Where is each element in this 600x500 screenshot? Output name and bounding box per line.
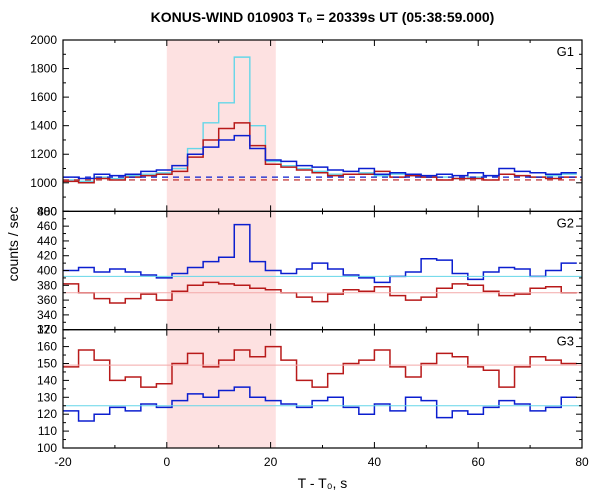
panel-G1: 800100012001400160018002000G1: [30, 33, 582, 218]
y-tick-label: 1800: [30, 62, 57, 76]
panel-G2: 320340360380400420440460480G2: [37, 204, 582, 336]
x-tick-label: 20: [264, 455, 278, 469]
y-tick-label: 360: [37, 293, 57, 307]
y-tick-label: 130: [37, 390, 57, 404]
chart-root: KONUS-WIND 010903 T₀ = 20339s UT (05:38:…: [0, 0, 600, 500]
y-tick-label: 400: [37, 264, 57, 278]
y-tick-label: 1400: [30, 119, 57, 133]
y-tick-label: 150: [37, 356, 57, 370]
y-tick-label: 160: [37, 340, 57, 354]
y-tick-label: 420: [37, 249, 57, 263]
x-tick-label: 60: [472, 455, 486, 469]
panel-name-label: G1: [557, 44, 574, 59]
x-tick-label: 80: [575, 455, 589, 469]
y-tick-label: 460: [37, 219, 57, 233]
y-axis-label: counts / sec: [5, 207, 21, 282]
panel-border: [63, 211, 582, 329]
panel-name-label: G2: [557, 215, 574, 230]
y-tick-label: 1000: [30, 176, 57, 190]
highlight-region: [167, 211, 276, 329]
series-g3-red: [63, 347, 577, 388]
y-tick-label: 440: [37, 234, 57, 248]
x-tick-label: 0: [163, 455, 170, 469]
x-tick-label: 40: [368, 455, 382, 469]
x-axis-label: T - T₀, s: [298, 475, 348, 491]
panel-border: [63, 40, 582, 211]
y-tick-label: 2000: [30, 33, 57, 47]
y-tick-label: 340: [37, 308, 57, 322]
series-g2-blue: [63, 225, 577, 283]
panel-G3: 100 110 120 130 140 150 160 170 -20 0 20 40 60 80 G3: [37, 323, 589, 469]
y-tick-label: 170: [37, 323, 57, 337]
y-tick-label: 100: [37, 441, 57, 455]
y-tick-label: 380: [37, 278, 57, 292]
chart-title: KONUS-WIND 010903 T₀ = 20339s UT (05:38:…: [151, 9, 495, 25]
y-tick-label: 120: [37, 407, 57, 421]
y-tick-label: 110: [38, 424, 57, 438]
y-tick-label: 1600: [30, 90, 57, 104]
y-tick-label: 1200: [30, 147, 57, 161]
series-g1-cyan: [63, 57, 577, 181]
panel-name-label: G3: [557, 334, 574, 349]
x-tick-label: -20: [54, 455, 72, 469]
y-tick-label: 140: [37, 373, 57, 387]
panel-border: [63, 330, 582, 448]
series-g3-blue: [63, 387, 577, 421]
highlight-region: [167, 330, 276, 448]
y-tick-label: 480: [37, 204, 57, 218]
